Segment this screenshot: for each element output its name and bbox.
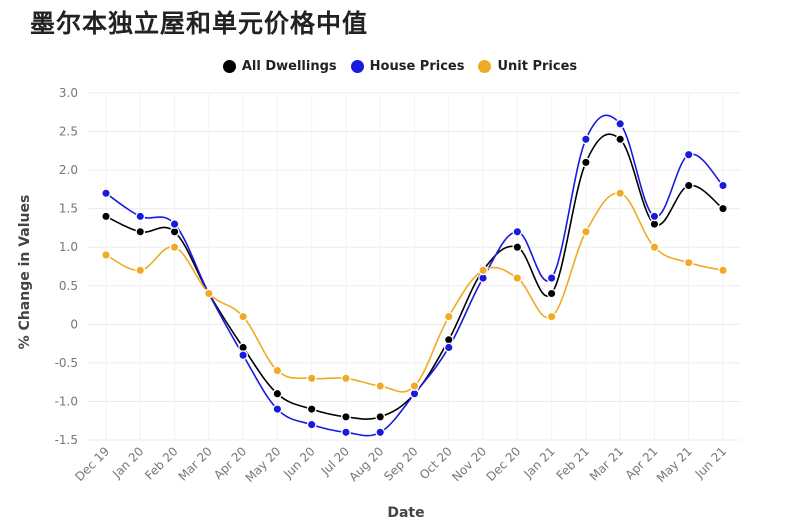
data-point-house-prices[interactable]: [135, 211, 146, 222]
data-point-unit-prices[interactable]: [649, 242, 660, 253]
x-tick-label: Sep 20: [381, 444, 420, 483]
legend-item-house-prices[interactable]: House Prices: [350, 58, 465, 74]
y-axis-title: % Change in Values: [17, 195, 33, 350]
x-tick-label: Nov 20: [449, 444, 489, 484]
y-tick-label: -1.5: [55, 433, 78, 447]
data-point-house-prices[interactable]: [169, 219, 180, 229]
y-tick-label: 3.0: [59, 86, 78, 100]
x-tick-label: Mar 20: [176, 444, 215, 483]
chart-legend: All Dwellings House Prices Unit Prices: [0, 56, 800, 76]
y-tick-label: 1.0: [59, 240, 78, 254]
data-point-house-prices[interactable]: [512, 226, 523, 237]
data-point-all-dwellings[interactable]: [306, 404, 317, 415]
y-tick-label: -0.5: [55, 356, 78, 370]
legend-marker-all-dwellings: [222, 59, 236, 73]
data-point-house-prices[interactable]: [443, 342, 454, 353]
y-tick-label: 2.0: [59, 163, 78, 177]
legend-item-all-dwellings[interactable]: All Dwellings: [222, 58, 337, 74]
data-point-all-dwellings[interactable]: [135, 226, 146, 237]
x-tick-label: Dec 19: [72, 444, 112, 484]
data-point-unit-prices[interactable]: [546, 311, 557, 322]
x-tick-label: Jan 20: [109, 444, 146, 481]
x-tick-label: Oct 20: [417, 444, 455, 482]
data-point-all-dwellings[interactable]: [375, 412, 386, 422]
x-tick-label: Jun 20: [280, 444, 317, 481]
legend-item-unit-prices[interactable]: Unit Prices: [478, 59, 577, 74]
y-tick-label: -1.0: [55, 394, 78, 408]
data-point-all-dwellings[interactable]: [546, 288, 557, 299]
data-point-unit-prices[interactable]: [169, 242, 180, 253]
data-point-unit-prices[interactable]: [272, 365, 283, 376]
chart-title: 墨尔本独立屋和单元价格中值: [30, 9, 369, 38]
data-point-all-dwellings[interactable]: [581, 157, 591, 168]
data-point-all-dwellings[interactable]: [615, 134, 626, 145]
legend-label-house-prices: House Prices: [369, 58, 465, 74]
data-point-unit-prices[interactable]: [512, 273, 523, 283]
data-point-house-prices[interactable]: [375, 427, 386, 438]
data-point-house-prices[interactable]: [238, 350, 248, 361]
data-point-all-dwellings[interactable]: [683, 180, 694, 191]
series-line-house-prices: [105, 114, 724, 437]
data-point-all-dwellings[interactable]: [272, 388, 283, 399]
x-tick-label: May 20: [243, 444, 284, 485]
data-point-house-prices[interactable]: [683, 149, 694, 160]
data-point-unit-prices[interactable]: [375, 381, 386, 391]
x-tick-label: Aug 20: [346, 444, 386, 484]
data-point-house-prices[interactable]: [341, 427, 351, 438]
data-point-unit-prices[interactable]: [101, 250, 111, 260]
x-tick-label: Feb 21: [554, 444, 592, 482]
data-point-unit-prices[interactable]: [683, 257, 694, 268]
data-point-unit-prices[interactable]: [306, 373, 317, 384]
y-axis-ticks: 3.0 2.5 2.0 1.5 1.0 0.5 0 -0.5 -1.0 -1.5: [55, 86, 78, 447]
data-point-all-dwellings[interactable]: [512, 242, 523, 253]
x-tick-label: Jun 21: [692, 444, 729, 481]
series-points: [101, 118, 728, 438]
x-axis-title: Date: [387, 505, 424, 521]
legend-marker-house-prices: [350, 59, 364, 73]
data-point-all-dwellings[interactable]: [101, 211, 111, 222]
data-point-house-prices[interactable]: [649, 211, 660, 222]
data-point-house-prices[interactable]: [581, 134, 591, 145]
x-tick-label: Jan 21: [521, 444, 558, 481]
data-point-unit-prices[interactable]: [203, 288, 214, 299]
x-tick-label: Dec 20: [484, 444, 524, 484]
data-point-house-prices[interactable]: [615, 118, 626, 129]
y-tick-label: 0.5: [59, 279, 78, 293]
x-tick-label: Feb 20: [142, 444, 180, 482]
data-point-house-prices[interactable]: [272, 404, 283, 415]
legend-label-all-dwellings: All Dwellings: [241, 58, 337, 74]
legend-label-unit-prices: Unit Prices: [497, 58, 578, 74]
y-tick-label: 2.5: [59, 125, 78, 139]
data-point-house-prices[interactable]: [306, 419, 317, 430]
data-point-unit-prices[interactable]: [478, 265, 488, 276]
data-point-unit-prices[interactable]: [581, 226, 591, 237]
data-point-unit-prices[interactable]: [409, 381, 420, 391]
data-point-unit-prices[interactable]: [135, 265, 146, 276]
data-point-unit-prices[interactable]: [615, 188, 626, 199]
data-point-unit-prices[interactable]: [718, 265, 728, 276]
data-point-all-dwellings[interactable]: [341, 412, 351, 422]
data-point-unit-prices[interactable]: [341, 373, 351, 384]
data-point-unit-prices[interactable]: [443, 311, 454, 322]
x-tick-label: May 21: [654, 444, 695, 485]
legend-marker-unit-prices: [478, 59, 492, 73]
data-point-all-dwellings[interactable]: [718, 203, 728, 214]
data-point-unit-prices[interactable]: [238, 311, 248, 322]
y-tick-label: 0: [70, 317, 78, 331]
data-point-house-prices[interactable]: [101, 188, 111, 199]
x-tick-label: Mar 21: [587, 444, 626, 483]
data-point-house-prices[interactable]: [546, 273, 557, 283]
y-tick-label: 1.5: [59, 202, 78, 216]
data-point-house-prices[interactable]: [718, 180, 728, 191]
